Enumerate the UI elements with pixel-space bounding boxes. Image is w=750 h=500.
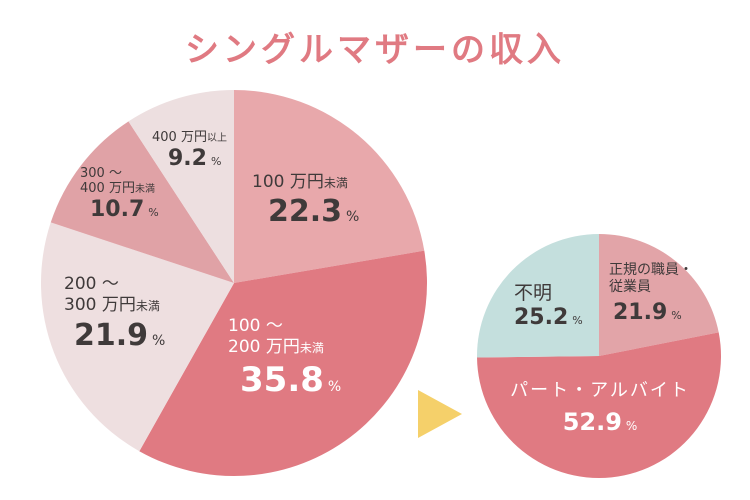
slice-unit: % bbox=[152, 332, 166, 349]
slice-value: 52.9 bbox=[562, 407, 622, 436]
slice-unit: % bbox=[148, 205, 159, 219]
slice-category: 100 万円 bbox=[252, 172, 324, 192]
chart-title: シングルマザーの収入 bbox=[185, 30, 565, 70]
slice-value: 22.3 bbox=[268, 194, 343, 230]
slice-label-under-100: 100 万円未満 22.3% bbox=[252, 172, 359, 231]
slice-unit: % bbox=[572, 313, 583, 327]
slice-category: 300 万円 bbox=[64, 295, 136, 316]
slice-label-regular-employee: 正規の職員・ 従業員 21.9% bbox=[609, 262, 693, 326]
pie-slice-0 bbox=[599, 234, 719, 356]
slice-value: 35.8 bbox=[240, 359, 324, 400]
slice-unit: % bbox=[327, 378, 342, 395]
slice-value: 25.2 bbox=[514, 304, 569, 330]
pie-slice-1 bbox=[139, 250, 428, 476]
slice-category: 400 万円 bbox=[152, 130, 207, 145]
slice-value: 21.9 bbox=[613, 299, 668, 325]
slice-category-line1: 300 〜 bbox=[80, 166, 122, 181]
slice-label-400-plus: 400 万円以上 9.2% bbox=[152, 130, 227, 172]
slice-category-suffix: 以上 bbox=[206, 133, 227, 144]
income-pie bbox=[41, 90, 428, 476]
slice-unit: % bbox=[346, 209, 360, 226]
slice-value: 10.7 bbox=[90, 196, 145, 222]
pie-slice-0 bbox=[234, 90, 425, 283]
slice-unit: % bbox=[210, 154, 222, 168]
slice-label-100-200: 100 〜 200 万円未満 35.8% bbox=[228, 316, 341, 401]
slice-category-line1: 200 〜 bbox=[64, 274, 119, 294]
slice-unit: % bbox=[625, 418, 638, 433]
pie-slice-2 bbox=[477, 234, 599, 358]
pie-slice-4 bbox=[128, 90, 234, 283]
slice-category-suffix: 未満 bbox=[135, 299, 160, 314]
arrow-icon bbox=[418, 390, 462, 438]
slice-category-suffix: 未満 bbox=[323, 176, 348, 190]
slice-category-line1: 100 〜 bbox=[228, 316, 283, 336]
slice-label-part-time: パート・アルバイト 52.9% bbox=[490, 380, 710, 437]
slice-label-unknown: 不明 25.2% bbox=[514, 282, 583, 331]
slice-value: 21.9 bbox=[74, 317, 149, 353]
pie-slice-1 bbox=[477, 332, 722, 479]
slice-category-suffix: 未満 bbox=[299, 341, 324, 356]
slice-category: パート・アルバイト bbox=[510, 380, 690, 401]
slice-unit: % bbox=[671, 308, 682, 322]
employment-pie bbox=[477, 234, 722, 479]
slice-label-200-300: 200 〜 300 万円未満 21.9% bbox=[64, 274, 165, 354]
slice-category: 400 万円 bbox=[80, 180, 135, 196]
slice-category: 200 万円 bbox=[228, 337, 300, 358]
slice-category-line1: 正規の職員・ bbox=[609, 262, 693, 278]
pie-slice-3 bbox=[50, 121, 234, 283]
slice-category: 不明 bbox=[514, 282, 553, 304]
slice-category-suffix: 未満 bbox=[134, 183, 155, 195]
slice-label-300-400: 300 〜 400 万円未満 10.7% bbox=[80, 166, 159, 222]
slice-category: 従業員 bbox=[609, 278, 651, 295]
pie-slice-2 bbox=[41, 222, 234, 452]
slice-value: 9.2 bbox=[168, 145, 207, 171]
